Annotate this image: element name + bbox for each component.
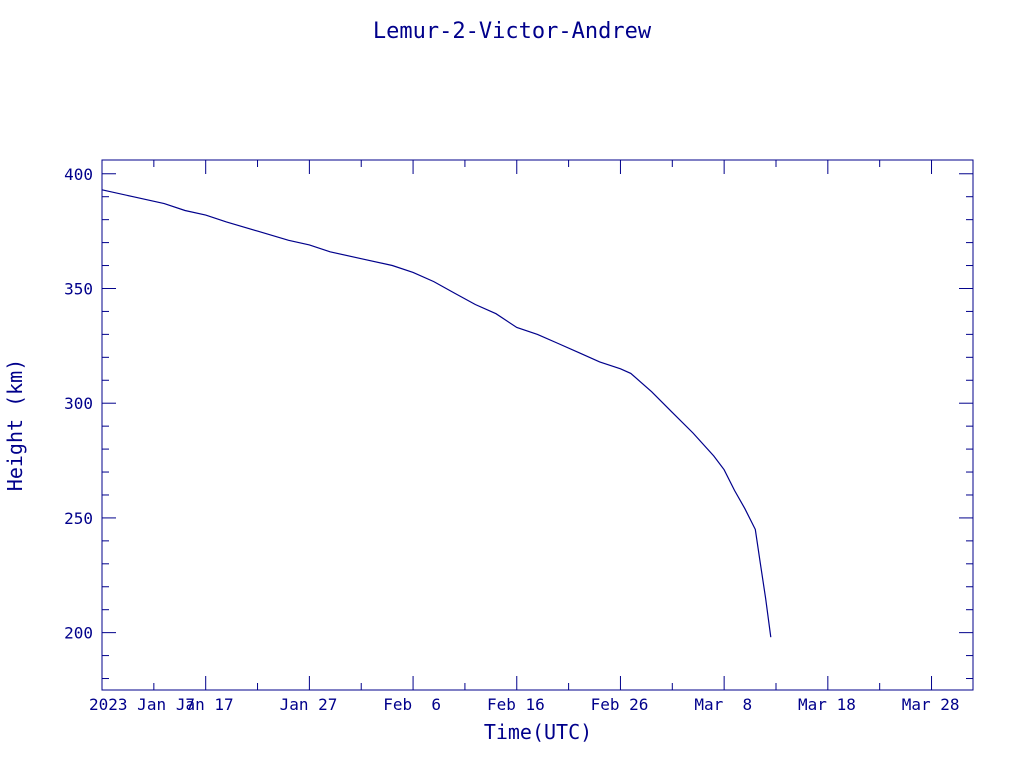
x-tick-label: Feb 26: [591, 695, 649, 714]
y-tick-label: 200: [64, 624, 93, 643]
x-axis-label: Time(UTC): [484, 720, 592, 744]
x-tick-label: 2023 Jan 7: [89, 695, 195, 714]
y-tick-label: 300: [64, 394, 93, 413]
series-layer: [101, 189, 772, 638]
x-tick-label: Mar 18: [798, 695, 856, 714]
y-tick-label: 400: [64, 165, 93, 184]
x-tick-label: Feb 6: [383, 695, 441, 714]
y-tick-label: 350: [64, 279, 93, 298]
height-series-line: [101, 189, 772, 638]
plot-border: [101, 159, 974, 691]
y-axis: 200 250 300 350 400: [64, 165, 973, 680]
x-tick-label: Mar 28: [902, 695, 960, 714]
x-tick-label: Jan 27: [280, 695, 338, 714]
plot-area: [101, 159, 974, 691]
x-tick-label: Mar 8: [694, 695, 752, 714]
y-tick-label: 250: [64, 509, 93, 528]
y-axis-label: Height (km): [3, 359, 27, 491]
x-tick-label: Jan 17: [176, 695, 234, 714]
chart-title: Lemur-2-Victor-Andrew: [373, 19, 652, 44]
x-tick-label: Feb 16: [487, 695, 545, 714]
